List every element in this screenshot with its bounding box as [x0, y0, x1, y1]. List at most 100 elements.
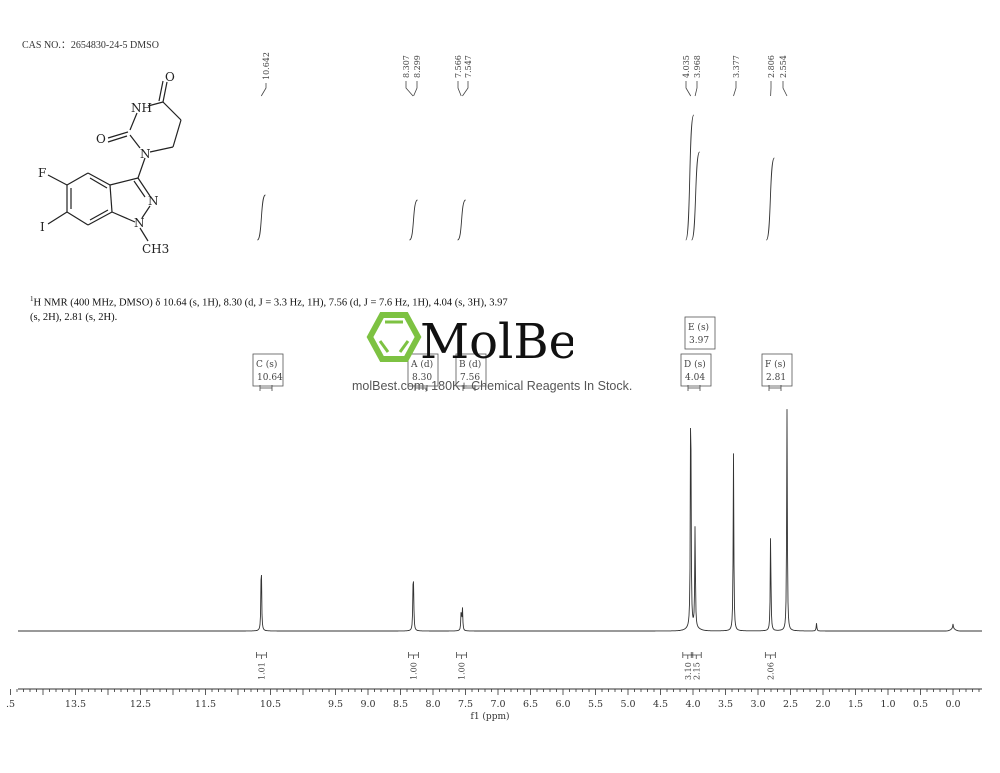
- x-tick-label: 5.0: [620, 699, 635, 710]
- multiplet-label: D (s): [684, 359, 706, 370]
- atom-n-methyl: N: [134, 216, 145, 230]
- x-tick-label: 7.0: [490, 699, 505, 710]
- multiplet-box: [455, 353, 487, 387]
- multiplet-range-marker: [687, 385, 701, 391]
- peak-label-connector: [733, 81, 737, 97]
- x-tick-label: 9.5: [328, 699, 343, 710]
- peak-label: 8.307: [402, 55, 411, 78]
- peak-label-connector: [457, 81, 462, 97]
- x-tick-label: 0.0: [945, 699, 960, 710]
- x-tick-label: 2.0: [815, 699, 830, 710]
- integral-curve: [765, 157, 775, 241]
- integral-value: 2.06: [766, 662, 775, 680]
- multiplet-label: E (s): [688, 322, 709, 333]
- multiplet-label: B (d): [459, 359, 481, 370]
- peak-label: 7.547: [464, 55, 473, 78]
- integral-curve: [409, 199, 418, 241]
- multiplet-label: C (s): [256, 359, 277, 370]
- x-tick-label: 3.5: [718, 699, 733, 710]
- x-tick-label: 11.5: [195, 699, 216, 710]
- integral-curve: [685, 114, 695, 241]
- peak-label-connector: [694, 81, 698, 97]
- x-tick-label: 5.5: [588, 699, 603, 710]
- integral-range-marker: [408, 652, 419, 659]
- nmr-description-text: H NMR (400 MHz, DMSO) δ 10.64 (s, 1H), 8…: [30, 297, 508, 323]
- integral-curve: [691, 151, 701, 241]
- x-tick-label: 13.5: [65, 699, 86, 710]
- x-tick-label: 9.0: [360, 699, 375, 710]
- multiplet-value: 8.30: [412, 373, 432, 383]
- atom-o4: O: [165, 70, 175, 84]
- x-tick-label: 0.5: [913, 699, 928, 710]
- x-tick-label: 1.5: [848, 699, 863, 710]
- multiplet-box: [684, 316, 716, 350]
- x-tick-label: 3.0: [750, 699, 765, 710]
- integral-value: 2.15: [692, 662, 701, 680]
- watermark-text: molBest.com, 180K+ Chemical Reagents In …: [352, 379, 633, 393]
- peak-label: 2.554: [779, 55, 788, 78]
- integral-range-marker: [690, 652, 702, 659]
- atom-f: F: [38, 166, 46, 180]
- x-tick-label: .5: [6, 699, 15, 710]
- peak-label: 7.566: [454, 55, 463, 78]
- peak-label: 3.968: [693, 55, 702, 78]
- x-tick-label: 4.0: [685, 699, 700, 710]
- atom-i: I: [40, 220, 45, 234]
- integral-value: 1.00: [458, 662, 467, 680]
- peak-label: 4.035: [682, 55, 691, 78]
- x-tick-label: 8.5: [393, 699, 408, 710]
- x-tick-label: 8.0: [425, 699, 440, 710]
- x-tick-label: 6.0: [555, 699, 570, 710]
- spectrum-trace: [18, 409, 982, 632]
- multiplet-box: [407, 353, 439, 387]
- peak-label-connector: [782, 81, 788, 97]
- x-tick-label: 6.5: [523, 699, 538, 710]
- multiplet-value: 4.04: [685, 373, 705, 383]
- peak-label: 2.806: [767, 55, 776, 78]
- multiplet-value: 2.81: [766, 373, 786, 383]
- chemical-structure: O NH O N F N N I CH3: [38, 70, 182, 256]
- nmr-description: 1H NMR (400 MHz, DMSO) δ 10.64 (s, 1H), …: [30, 292, 510, 325]
- atom-ch3: CH3: [142, 242, 169, 256]
- peak-label-connector: [413, 81, 418, 97]
- atom-o2: O: [96, 132, 106, 146]
- x-tick-label: 7.5: [458, 699, 473, 710]
- multiplet-value: 10.64: [257, 373, 283, 383]
- multiplet-label: A (d): [410, 359, 433, 370]
- x-axis-label: f1 (ppm): [471, 711, 510, 722]
- integral-range-marker: [255, 652, 267, 659]
- cas-header: CAS NO.：2654830-24-5 DMSO: [22, 40, 159, 51]
- peak-label: 10.642: [262, 52, 271, 80]
- molbest-logo: MolBest: [366, 312, 573, 366]
- benzene-logo-icon: [366, 312, 422, 362]
- peak-label: 3.377: [732, 55, 741, 78]
- multiplet-range-marker: [414, 385, 428, 391]
- atom-n2: N: [148, 194, 159, 208]
- integral-curve: [256, 194, 266, 241]
- peak-label-connector: [405, 81, 414, 97]
- multiplet-label: F (s): [765, 359, 786, 370]
- x-tick-label: 2.5: [783, 699, 798, 710]
- multiplet-box: [761, 353, 793, 387]
- x-tick-label: 10.5: [260, 699, 281, 710]
- peak-label-connector: [462, 81, 469, 97]
- peak-label: 8.299: [413, 55, 422, 78]
- multiplet-range-marker: [768, 385, 782, 391]
- multiplet-value: 7.56: [460, 373, 480, 383]
- integral-value: 3.10: [684, 662, 693, 680]
- integral-value: 1.01: [257, 662, 266, 680]
- integral-range-marker: [456, 652, 467, 659]
- integral-curve: [457, 199, 467, 241]
- atom-nh: NH: [131, 101, 152, 115]
- x-tick-label: 4.5: [653, 699, 668, 710]
- x-tick-label: 1.0: [880, 699, 895, 710]
- integral-range-marker: [682, 652, 694, 659]
- multiplet-range-marker: [259, 385, 273, 391]
- x-tick-label: 12.5: [130, 699, 151, 710]
- logo-text: MolBest: [420, 314, 573, 366]
- multiplet-box: [252, 353, 284, 387]
- atom-n1: N: [140, 147, 151, 161]
- peak-label-connector: [260, 83, 267, 97]
- multiplet-range-marker: [462, 385, 476, 391]
